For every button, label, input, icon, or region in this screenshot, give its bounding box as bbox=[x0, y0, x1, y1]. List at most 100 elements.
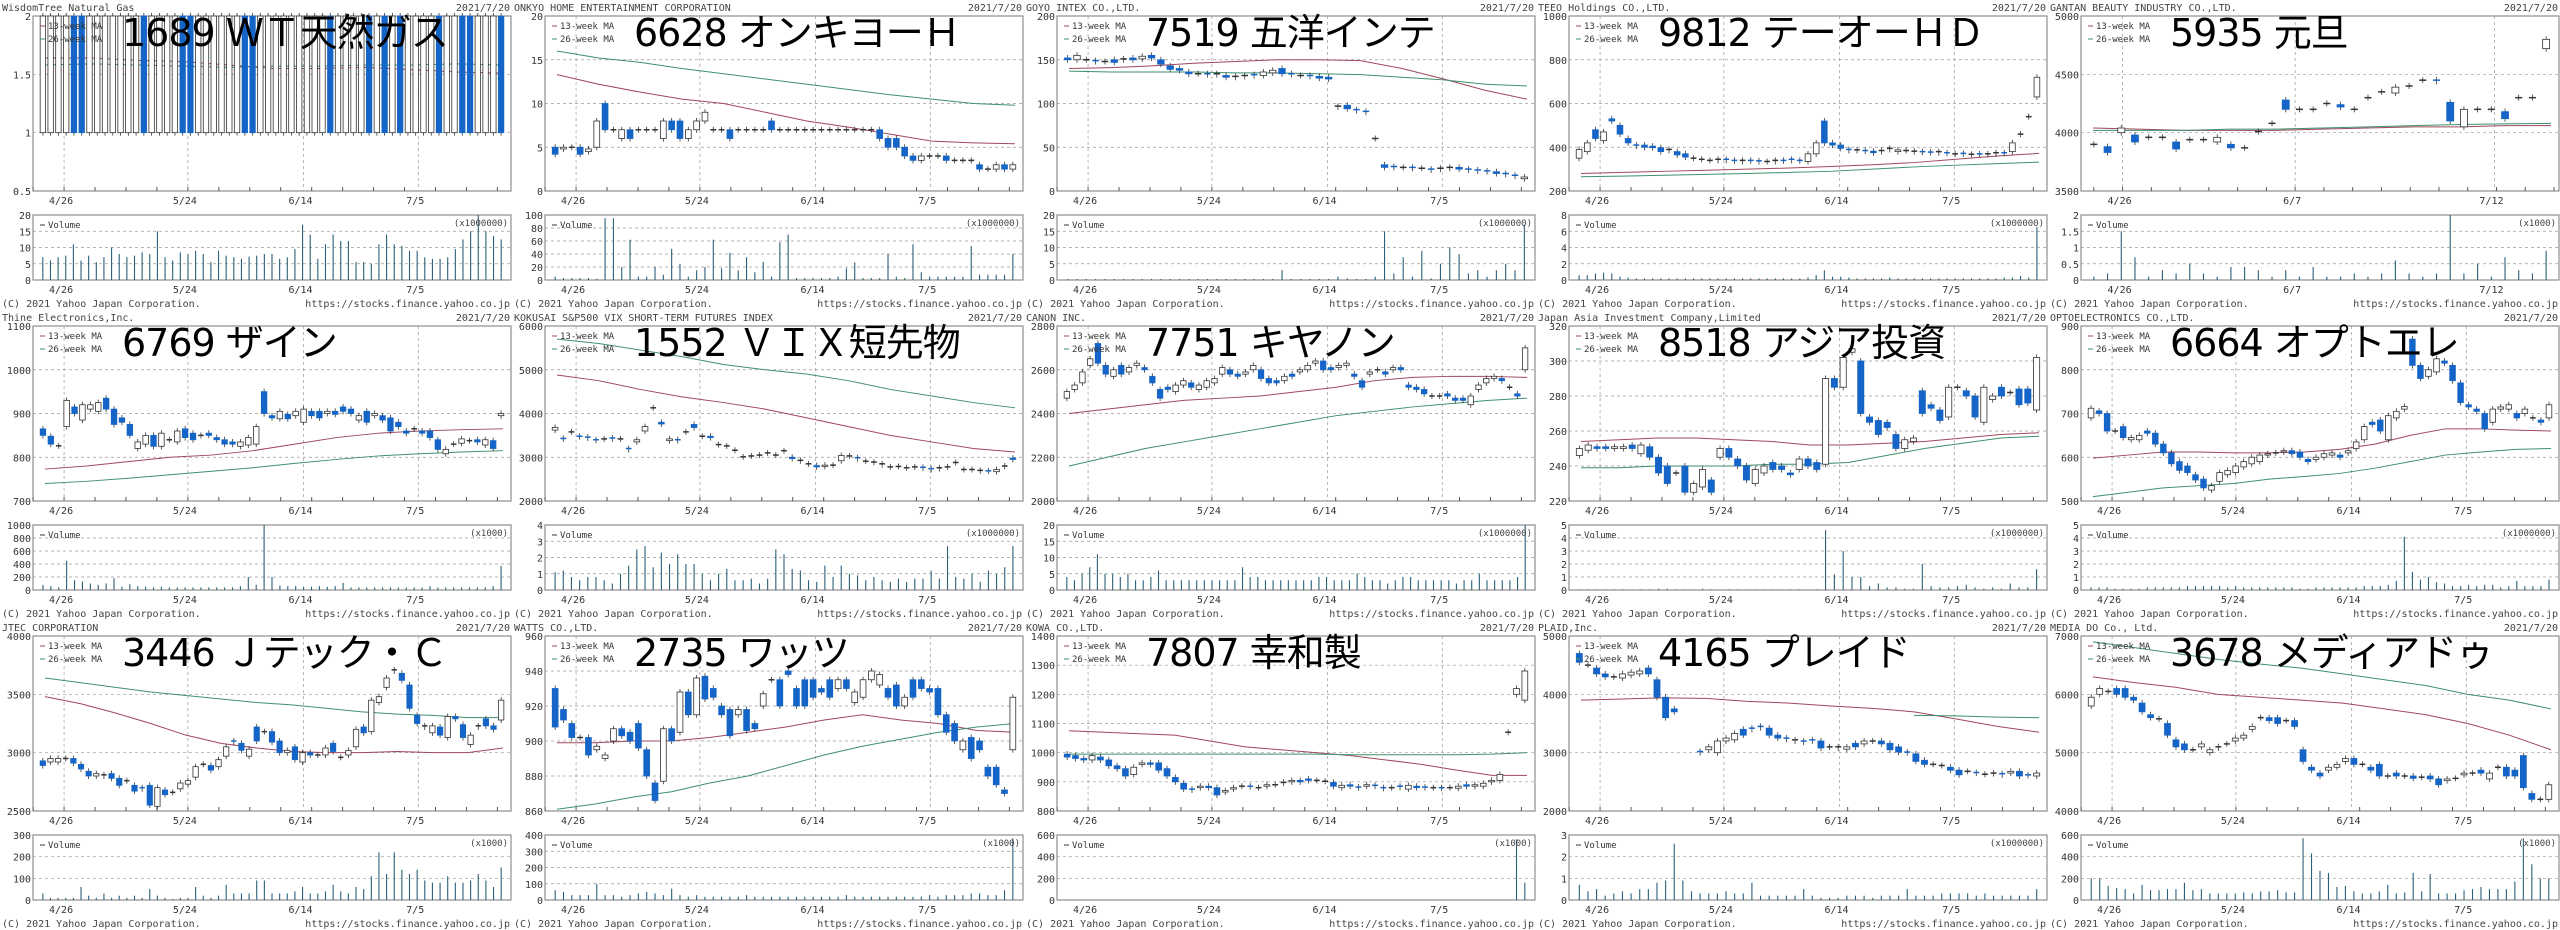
price-date-label: 6/14 bbox=[289, 196, 313, 207]
price-date-label: 5/24 bbox=[1197, 196, 1221, 207]
price-axis-label: 2000 bbox=[1543, 807, 1567, 818]
candle-down bbox=[976, 740, 983, 751]
candle-down bbox=[1001, 164, 1008, 170]
candle-up bbox=[117, 15, 124, 134]
candle-up bbox=[1269, 69, 1277, 74]
volume-axis-label: 400 bbox=[525, 831, 543, 842]
volume-axis-label: 80 bbox=[531, 224, 543, 235]
candle-up bbox=[2117, 127, 2126, 134]
price-axis-label: 900 bbox=[1037, 778, 1055, 789]
source-url-link: https://stocks.finance.yahoo.co.jp bbox=[817, 919, 1022, 930]
candle-up bbox=[1138, 55, 1146, 60]
ma13-legend-label: 13-week MA bbox=[560, 22, 615, 32]
volume-date-label: 4/26 bbox=[561, 905, 585, 916]
candle-down bbox=[2350, 758, 2358, 765]
price-date-label: 4/26 bbox=[2108, 196, 2132, 207]
candle-down bbox=[347, 408, 355, 414]
price-date-label: 6/14 bbox=[2337, 506, 2361, 517]
price-date-label: 7/5 bbox=[1430, 506, 1448, 517]
chart-date: 2021/7/20 bbox=[1992, 3, 2046, 14]
price-axis-label: 2000 bbox=[1031, 497, 1055, 508]
candle-up bbox=[202, 15, 210, 134]
volume-date-label: 5/24 bbox=[1709, 595, 1733, 606]
candle-down bbox=[482, 718, 489, 727]
copyright-text: (C) 2021 Yahoo Japan Corporation. bbox=[514, 609, 713, 620]
candle-down bbox=[39, 760, 46, 766]
volume-axis-label: 1000 bbox=[7, 521, 31, 532]
candle-up bbox=[2433, 358, 2440, 373]
volume-date-label: 6/14 bbox=[1825, 595, 1849, 606]
volume-date-label: 5/24 bbox=[1197, 285, 1221, 296]
candle-up bbox=[1221, 790, 1229, 793]
candle-up bbox=[1722, 737, 1730, 742]
candle-up bbox=[93, 773, 100, 777]
candle-up bbox=[148, 15, 155, 134]
price-date-label: 4/26 bbox=[2097, 816, 2121, 827]
volume-plot-area bbox=[1568, 214, 2048, 281]
candle-down bbox=[116, 777, 123, 786]
company-name: OPTOELECTRONICS CO.,LTD. bbox=[2050, 313, 2195, 324]
ma26-legend-label: 26-week MA bbox=[1072, 35, 1127, 45]
stock-title: 8518 アジア投資 bbox=[1658, 321, 1946, 365]
price-axis-label: 1100 bbox=[1031, 720, 1055, 731]
candle-down bbox=[397, 15, 404, 134]
candle-up bbox=[226, 15, 233, 134]
candle-down bbox=[826, 679, 834, 698]
volume-legend-label: Volume bbox=[48, 221, 81, 231]
ma26-legend-label: 26-week MA bbox=[2096, 655, 2151, 665]
price-date-label: 6/14 bbox=[289, 506, 313, 517]
price-axis-label: 2600 bbox=[1031, 366, 1055, 377]
price-date-label: 7/5 bbox=[1430, 816, 1448, 827]
candle-down bbox=[2095, 410, 2103, 414]
candle-up bbox=[959, 740, 967, 751]
candle-up bbox=[223, 746, 230, 757]
volume-axis-label: 3 bbox=[537, 537, 543, 548]
candle-up bbox=[1521, 347, 1529, 371]
candle-up bbox=[1611, 446, 1619, 449]
volume-axis-label: 4 bbox=[537, 521, 543, 532]
volume-unit-label: (x1000) bbox=[982, 839, 1020, 849]
chart-date: 2021/7/20 bbox=[1992, 313, 2046, 324]
ma13-legend-label: 13-week MA bbox=[1584, 332, 1639, 342]
price-axis-label: 6000 bbox=[519, 322, 543, 333]
candle-down bbox=[1997, 386, 2005, 397]
candle-down bbox=[2181, 743, 2188, 751]
source-url-link: https://stocks.finance.yahoo.co.jp bbox=[1329, 299, 1534, 310]
volume-axis-label: 0 bbox=[2073, 896, 2079, 907]
price-date-label: 6/14 bbox=[1313, 816, 1337, 827]
price-date-label: 7/12 bbox=[2479, 196, 2503, 207]
volume-date-label: 4/26 bbox=[49, 595, 73, 606]
candle-up bbox=[2497, 406, 2504, 410]
candle-down bbox=[2426, 775, 2434, 780]
chart-panel: WATTS CO.,LTD. 2021/7/20 860 880 900 920 940 96… bbox=[512, 620, 1024, 930]
candle-up bbox=[1575, 149, 1583, 159]
chart-svg: WisdomTree Natural Gas 2021/7/20 0.5 1 1.5 2 4… bbox=[2, 3, 512, 310]
candle-up bbox=[1575, 448, 1583, 456]
candle-down bbox=[1921, 759, 1928, 765]
candle-up bbox=[342, 15, 349, 134]
source-url-link: https://stocks.finance.yahoo.co.jp bbox=[1841, 919, 2046, 930]
source-url-link: https://stocks.finance.yahoo.co.jp bbox=[2353, 299, 2558, 310]
candle-down bbox=[1315, 75, 1323, 79]
candle-up bbox=[1073, 54, 1081, 61]
candle-down bbox=[395, 421, 402, 428]
chart-panel: KOWA CO.,LTD. 2021/7/20 800 900 1000 1100 1200… bbox=[1024, 620, 1536, 930]
volume-axis-label: 300 bbox=[13, 831, 31, 842]
ma13-legend-label: 13-week MA bbox=[1072, 642, 1127, 652]
volume-axis-label: 800 bbox=[13, 534, 31, 545]
candle-up bbox=[641, 426, 649, 432]
candle-up bbox=[1475, 384, 1482, 390]
candle-up bbox=[39, 15, 47, 134]
candle-down bbox=[1912, 753, 1920, 762]
candle-down bbox=[1149, 375, 1156, 384]
candle-down bbox=[47, 435, 55, 445]
candle-up bbox=[2240, 461, 2247, 468]
stock-title: 3678 メディアドゥ bbox=[2170, 631, 2494, 675]
price-date-label: 7/5 bbox=[2454, 816, 2472, 827]
candle-down bbox=[1657, 147, 1665, 153]
price-date-label: 5/24 bbox=[1197, 816, 1221, 827]
candle-down bbox=[768, 120, 775, 131]
candle-down bbox=[684, 691, 692, 716]
chart-svg: WATTS CO.,LTD. 2021/7/20 860 880 900 920 940 96… bbox=[514, 623, 1024, 930]
volume-unit-label: (x1000000) bbox=[1990, 529, 2044, 539]
